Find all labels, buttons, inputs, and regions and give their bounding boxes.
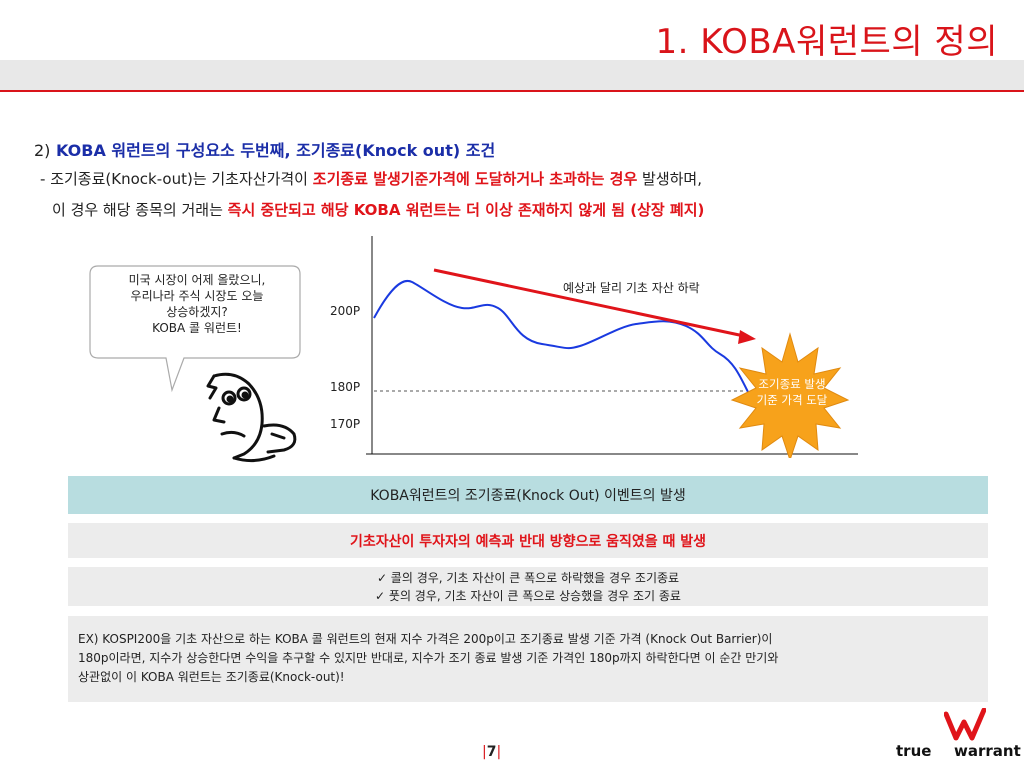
knockout-chart: [366, 236, 858, 458]
check-item-put: ✓ 풋의 경우, 기초 자산이 큰 폭으로 상승했을 경우 조기 종료: [375, 588, 681, 603]
burst-line-1: 조기종료 발생: [758, 377, 826, 391]
bubble-line-3: 상승하겠지?: [166, 305, 228, 319]
trend-arrow: [433, 268, 745, 338]
brand-logo: true warrant: [896, 708, 1021, 764]
example-line-2: 180p이라면, 지수가 상승한다면 수익을 추구할 수 있지만 반대로, 지수…: [78, 651, 779, 665]
page-pipe-left: |: [482, 744, 487, 760]
burst-label: 조기종료 발생 기준 가격 도달: [740, 376, 844, 408]
page-number: |7|: [482, 744, 501, 760]
header-divider: [0, 90, 1024, 92]
burst-line-2: 기준 가격 도달: [756, 393, 828, 407]
header-band: [0, 60, 1024, 90]
definition-highlight-3: 워런트는 더 이상 존재하지 않게 됨 (상장 폐지): [400, 201, 705, 219]
check-item-call: ✓ 콜의 경우, 기초 자산이 큰 폭으로 하락했을 경우 조기종료: [376, 570, 680, 585]
example-line-1: EX) KOSPI200을 기초 자산으로 하는 KOBA 콜 워런트의 현재 …: [78, 632, 773, 646]
page-pipe-right: |: [496, 744, 502, 760]
check-list-bar: ✓ 콜의 경우, 기초 자산이 큰 폭으로 하락했을 경우 조기종료 ✓ 풋의 …: [68, 567, 988, 606]
chart-annotation: 예상과 달리 기초 자산 하락: [563, 281, 700, 295]
speech-bubble-text: 미국 시장이 어제 올랐으니, 우리나라 주식 시장도 오늘 상승하겠지? KO…: [94, 272, 300, 336]
section-heading-text: KOBA 워런트의 구성요소 두번째, 조기종료(Knock out) 조건: [56, 141, 496, 160]
bullet-dash: -: [40, 170, 46, 188]
condition-bar: 기초자산이 투자자의 예측과 반대 방향으로 움직였을 때 발생: [68, 523, 988, 558]
definition-line-1: - 조기종료(Knock-out)는 기초자산가격이 조기종료 발생기준가격에 …: [40, 168, 702, 189]
bubble-line-2: 우리나라 주식 시장도 오늘: [130, 289, 264, 303]
section-number: 2): [34, 141, 51, 160]
bubble-line-4: KOBA 콜 워런트!: [152, 321, 242, 335]
y-label-180: 180P: [330, 380, 361, 394]
y-label-200: 200P: [330, 304, 361, 318]
definition-highlight-2: 즉시 중단되고 해당: [227, 201, 354, 219]
bubble-line-1: 미국 시장이 어제 올랐으니,: [128, 273, 266, 287]
investor-illustration: [89, 265, 301, 463]
definition-text-a: 조기종료(Knock-out)는 기초자산가격이: [50, 170, 313, 188]
y-label-170: 170P: [330, 417, 361, 431]
page-title: 1. KOBA워런트의 정의: [655, 22, 998, 62]
definition-highlight: 조기종료 발생기준가격에 도달하거나 초과하는 경우: [312, 170, 638, 188]
page-number-value: 7: [486, 744, 497, 760]
logo-warrant-text: warrant: [954, 742, 1021, 760]
trend-arrow-head: [738, 330, 756, 344]
price-path: [373, 279, 751, 397]
example-line-3: 상관없이 이 KOBA 워런트는 조기종료(Knock-out)!: [78, 670, 345, 684]
section-heading: 2) KOBA 워런트의 구성요소 두번째, 조기종료(Knock out) 조…: [34, 137, 495, 161]
definition-line-2: 이 경우 해당 종목의 거래는 즉시 중단되고 해당 KOBA 워런트는 더 이…: [52, 199, 704, 220]
definition-text-c: 이 경우 해당 종목의 거래는: [52, 201, 228, 219]
knockout-burst-icon: [730, 332, 850, 458]
logo-true-text: true: [896, 742, 932, 760]
definition-highlight-koba: KOBA: [353, 201, 401, 219]
example-box: EX) KOSPI200을 기초 자산으로 하는 KOBA 콜 워런트의 현재 …: [68, 616, 988, 702]
thinking-man-icon: [206, 372, 297, 463]
event-title-bar: KOBA워런트의 조기종료(Knock Out) 이벤트의 발생: [68, 476, 988, 514]
w-logo-icon: [944, 708, 986, 741]
definition-text-b: 발생하며,: [637, 170, 703, 188]
